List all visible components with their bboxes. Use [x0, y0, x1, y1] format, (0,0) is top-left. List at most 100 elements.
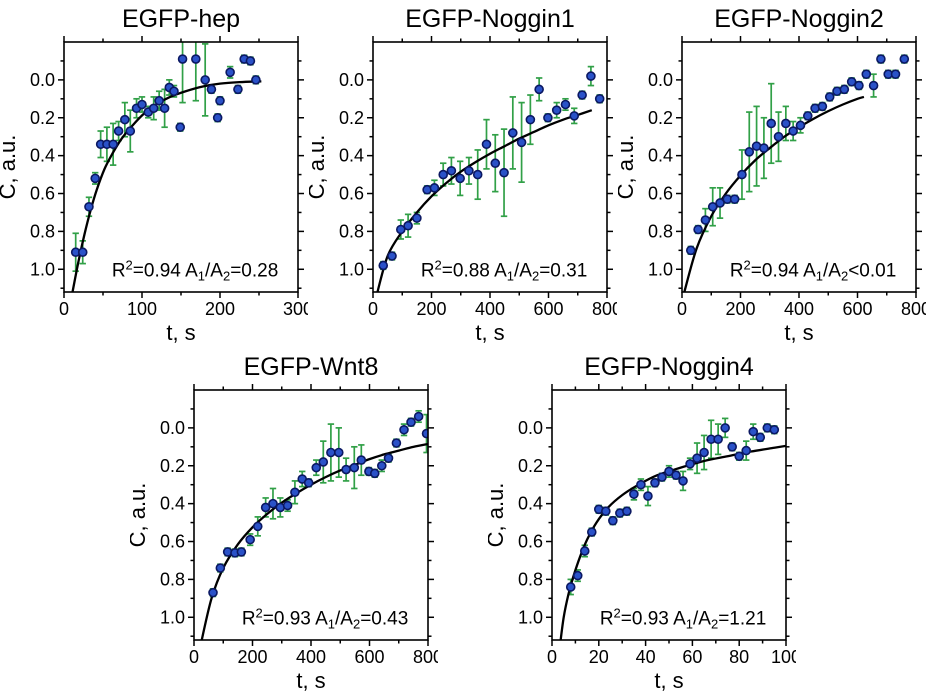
data-point	[766, 118, 777, 129]
data-point	[429, 183, 440, 193]
data-point	[693, 224, 703, 235]
data-point	[565, 582, 576, 592]
chart-title: EGFP-Noggin1	[405, 5, 575, 33]
data-area	[683, 54, 910, 292]
data-point	[868, 80, 879, 91]
data-point	[318, 457, 329, 467]
data-area	[70, 42, 262, 292]
x-tick-label: 20	[589, 647, 609, 667]
y-tick-label: 0.8	[648, 221, 673, 241]
x-tick-label: 800	[901, 299, 926, 319]
x-tick-label: 0	[677, 299, 687, 319]
data-point	[759, 143, 769, 153]
data-point	[369, 468, 380, 479]
y-tick-label: 0.6	[339, 184, 364, 204]
data-point	[720, 423, 730, 433]
data-point	[795, 120, 806, 131]
data-point	[175, 122, 186, 133]
data-point	[206, 84, 217, 95]
data-point	[251, 75, 261, 85]
y-tick-label: 0.6	[160, 532, 185, 552]
x-tick-label: 400	[475, 299, 505, 319]
data-point	[516, 137, 527, 148]
x-tick-label: 80	[729, 647, 749, 667]
data-point	[629, 489, 639, 499]
y-tick-label: 0.8	[30, 221, 55, 241]
data-point	[650, 478, 660, 488]
x-tick-label: 200	[725, 299, 755, 319]
data-point	[729, 194, 740, 204]
chart-background	[130, 348, 438, 696]
y-tick-label: 0.6	[518, 532, 543, 552]
data-point	[861, 69, 872, 79]
chart-egfp-noggin1: 0 200 400 600 800 0.0 0.2 0.4 0.6 0.8 1.0 EGFP-Nogg…	[309, 0, 617, 348]
data-point	[572, 570, 583, 581]
fit-annotation: R2=0.94 A1/A2<0.01	[730, 257, 896, 283]
data-point	[671, 470, 681, 481]
data-point	[137, 99, 147, 110]
data-point	[378, 260, 389, 271]
y-tick-label: 0.0	[30, 70, 55, 90]
data-point	[734, 451, 744, 462]
data-point	[876, 54, 886, 64]
data-point	[154, 95, 164, 106]
data-points	[565, 423, 780, 592]
data-point	[692, 453, 702, 463]
data-point	[403, 220, 413, 231]
x-axis-label: t, s	[784, 320, 813, 345]
y-tick-label: 0.4	[339, 146, 364, 166]
x-tick-label: 200	[205, 299, 235, 319]
chart-egfp-wnt8: 0 200 400 600 800 0.0 0.2 0.4 0.6 0.8 1.0 EGFP-Wnt8…	[130, 348, 438, 696]
data-point	[769, 424, 780, 435]
data-point	[643, 491, 653, 501]
fit-annotation: R2=0.93 A1/A2=0.43	[242, 605, 408, 631]
data-point	[191, 54, 201, 64]
x-tick-label: 800	[413, 647, 438, 667]
data-point	[349, 462, 360, 473]
y-tick-label: 0.8	[339, 221, 364, 241]
x-tick-label: 600	[533, 299, 563, 319]
data-point	[333, 447, 344, 458]
chart-title: EGFP-Wnt8	[244, 353, 379, 381]
y-tick-label: 1.0	[518, 607, 543, 627]
x-tick-label: 600	[354, 647, 384, 667]
data-point	[406, 417, 416, 427]
y-tick-label: 0.4	[518, 494, 543, 514]
y-tick-label: 0.2	[160, 456, 185, 476]
data-point	[233, 84, 243, 95]
chart-background	[309, 0, 617, 348]
data-point	[741, 445, 752, 456]
chart-background	[0, 0, 308, 348]
data-point	[225, 67, 235, 78]
data-point	[839, 84, 850, 95]
data-point	[817, 101, 828, 112]
y-axis-label: C, a.u.	[309, 135, 329, 200]
chart-background	[488, 348, 796, 696]
y-axis-label: C, a.u.	[618, 135, 638, 200]
chart-egfp-noggin2: 0 200 400 600 800 0.0 0.2 0.4 0.6 0.8 1.0 EGFP-Nogg…	[618, 0, 926, 348]
x-tick-label: 100	[771, 647, 796, 667]
data-point	[413, 411, 424, 422]
y-tick-label: 0.4	[160, 494, 185, 514]
data-point	[854, 80, 864, 91]
data-point	[245, 534, 255, 545]
data-point	[159, 103, 170, 114]
data-point	[608, 515, 618, 526]
axis-ticks	[188, 384, 434, 646]
y-tick-label: 0.8	[160, 569, 185, 589]
y-tick-label: 0.2	[518, 456, 543, 476]
data-point	[755, 432, 766, 443]
data-point	[326, 447, 336, 458]
y-tick-label: 0.4	[648, 146, 673, 166]
data-point	[685, 459, 695, 469]
data-point	[715, 198, 725, 208]
y-tick-label: 0.0	[518, 418, 543, 438]
data-point	[499, 167, 509, 178]
data-point	[586, 71, 596, 81]
data-point	[212, 112, 223, 123]
x-tick-label: 200	[237, 647, 267, 667]
data-point	[446, 165, 457, 176]
y-tick-label: 1.0	[339, 259, 364, 279]
data-point	[113, 126, 124, 136]
